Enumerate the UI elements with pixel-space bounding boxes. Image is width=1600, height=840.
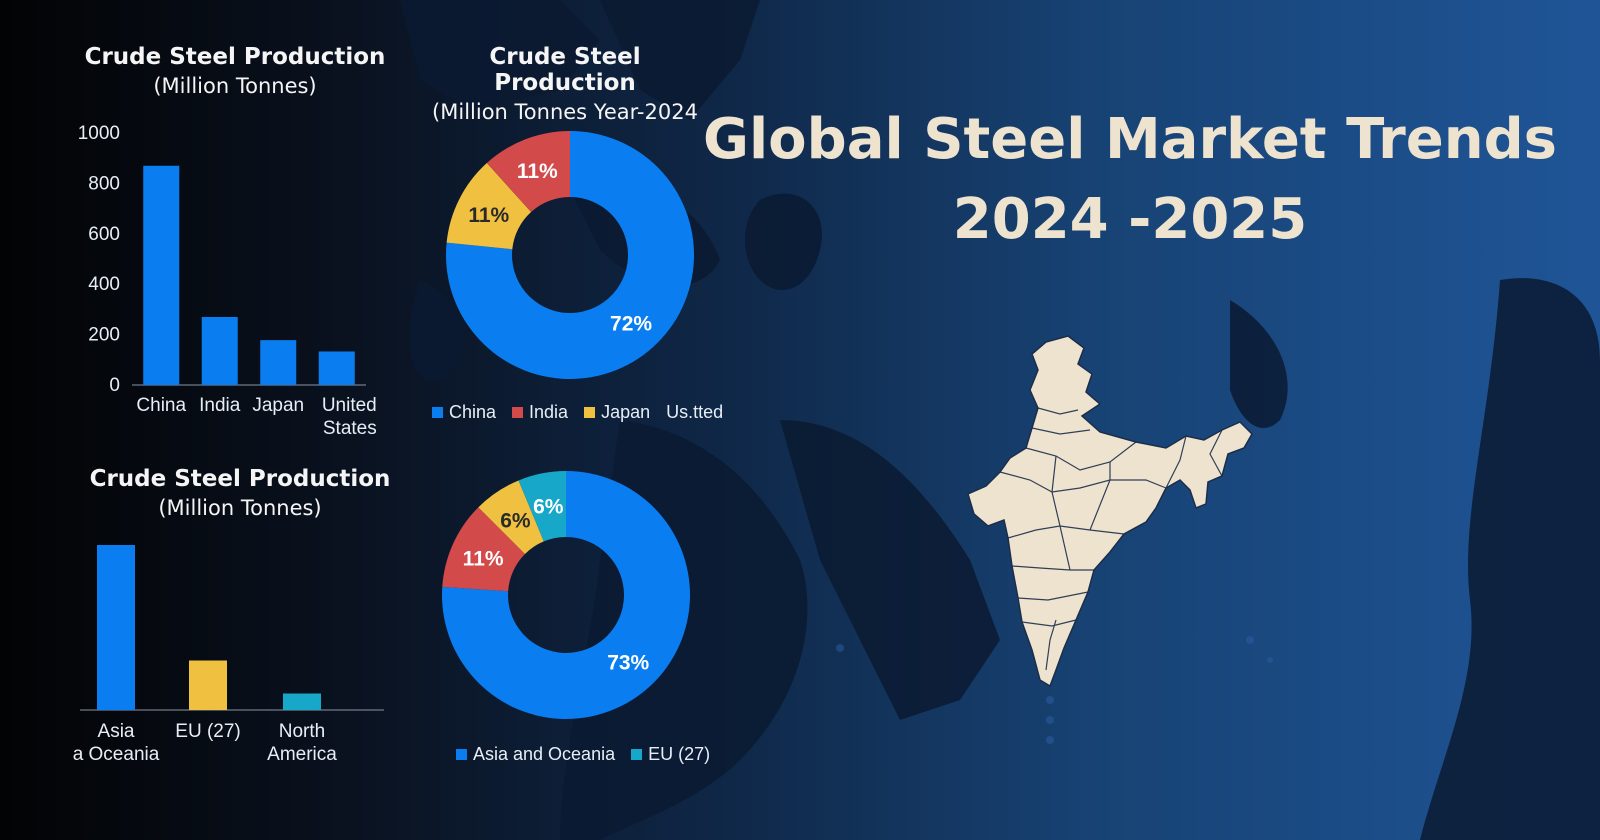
bar-chart-countries: 1000 800 600 400 200 0 China India Japan UnitedSt…	[60, 115, 390, 455]
slice-label: 6%	[500, 509, 531, 532]
slice-label: 11%	[517, 160, 558, 183]
hero-line1: Global Steel Market Trends	[700, 100, 1560, 180]
bar-region-2	[283, 694, 321, 711]
x-tick-label: States	[323, 418, 377, 439]
chart1-title: Crude Steel Production (Million Tonnes)	[70, 44, 400, 98]
x-tick-label: a Oceania	[73, 744, 160, 765]
donut-chart-countries: 72% 11% 11%	[440, 125, 700, 385]
donut-chart-regions: 73% 11% 6%6%	[436, 465, 696, 725]
legend-label: Us.tted	[666, 402, 723, 423]
bar-region-0	[97, 545, 135, 710]
y-tick-label: 600	[88, 224, 120, 245]
slice-label: 72%	[610, 312, 652, 335]
legend-label: Asia and Oceania	[473, 744, 615, 765]
bar-china	[143, 166, 179, 385]
x-tick-label: Japan	[252, 395, 304, 416]
donut2-legend: Asia and Oceania EU (27)	[456, 744, 710, 765]
india-map	[960, 330, 1300, 700]
x-tick-label: America	[267, 744, 337, 765]
bar-india	[202, 317, 238, 385]
x-tick-label: China	[136, 395, 186, 416]
legend-item: India	[512, 402, 568, 423]
legend-label: China	[449, 402, 496, 423]
chart3-subtitle: (Million Tonnes)	[75, 496, 405, 520]
legend-swatch	[432, 407, 443, 418]
chart3-title: Crude Steel Production (Million Tonnes)	[75, 466, 405, 520]
legend-swatch	[631, 749, 642, 760]
x-tick-label: United	[322, 395, 377, 416]
bar-united-states	[319, 351, 355, 385]
hero-line2: 2024 -2025	[700, 180, 1560, 260]
chart2-title-main: Crude Steel Production	[489, 44, 640, 96]
legend-swatch	[456, 749, 467, 760]
slice-label: 73%	[607, 651, 649, 674]
y-tick-label: 1000	[78, 123, 120, 144]
legend-label: Japan	[601, 402, 650, 423]
legend-item: Japan	[584, 402, 650, 423]
y-tick-label: 200	[88, 325, 120, 346]
slice-label: 6%	[533, 496, 564, 519]
legend-label: EU (27)	[648, 744, 710, 765]
legend-item: EU (27)	[631, 744, 710, 765]
x-tick-label: EU (27)	[175, 721, 240, 742]
hero-title: Global Steel Market Trends 2024 -2025	[700, 100, 1560, 260]
legend-swatch	[512, 407, 523, 418]
legend-label: India	[529, 402, 568, 423]
donut1-legend: China India Japan Us.tted	[432, 402, 723, 423]
chart3-title-main: Crude Steel Production	[90, 466, 391, 492]
slice-label: 11%	[463, 547, 504, 570]
y-tick-label: 0	[109, 375, 120, 396]
chart2-subtitle: (Million Tonnes Year-2024	[415, 100, 715, 124]
legend-item: Us.tted	[666, 402, 723, 423]
legend-swatch	[584, 407, 595, 418]
bar-region-1	[189, 661, 227, 711]
x-tick-label: North	[279, 721, 325, 742]
y-tick-label: 400	[88, 274, 120, 295]
slice-label: 11%	[468, 204, 509, 227]
legend-item: Asia and Oceania	[456, 744, 615, 765]
y-tick-label: 800	[88, 173, 120, 194]
legend-item: China	[432, 402, 496, 423]
chart2-title: Crude Steel Production (Million Tonnes Y…	[415, 44, 715, 124]
chart1-title-main: Crude Steel Production	[85, 44, 386, 70]
chart1-subtitle: (Million Tonnes)	[70, 74, 400, 98]
x-tick-label: Asia	[98, 721, 135, 742]
bar-japan	[260, 340, 296, 385]
x-tick-label: India	[199, 395, 241, 416]
